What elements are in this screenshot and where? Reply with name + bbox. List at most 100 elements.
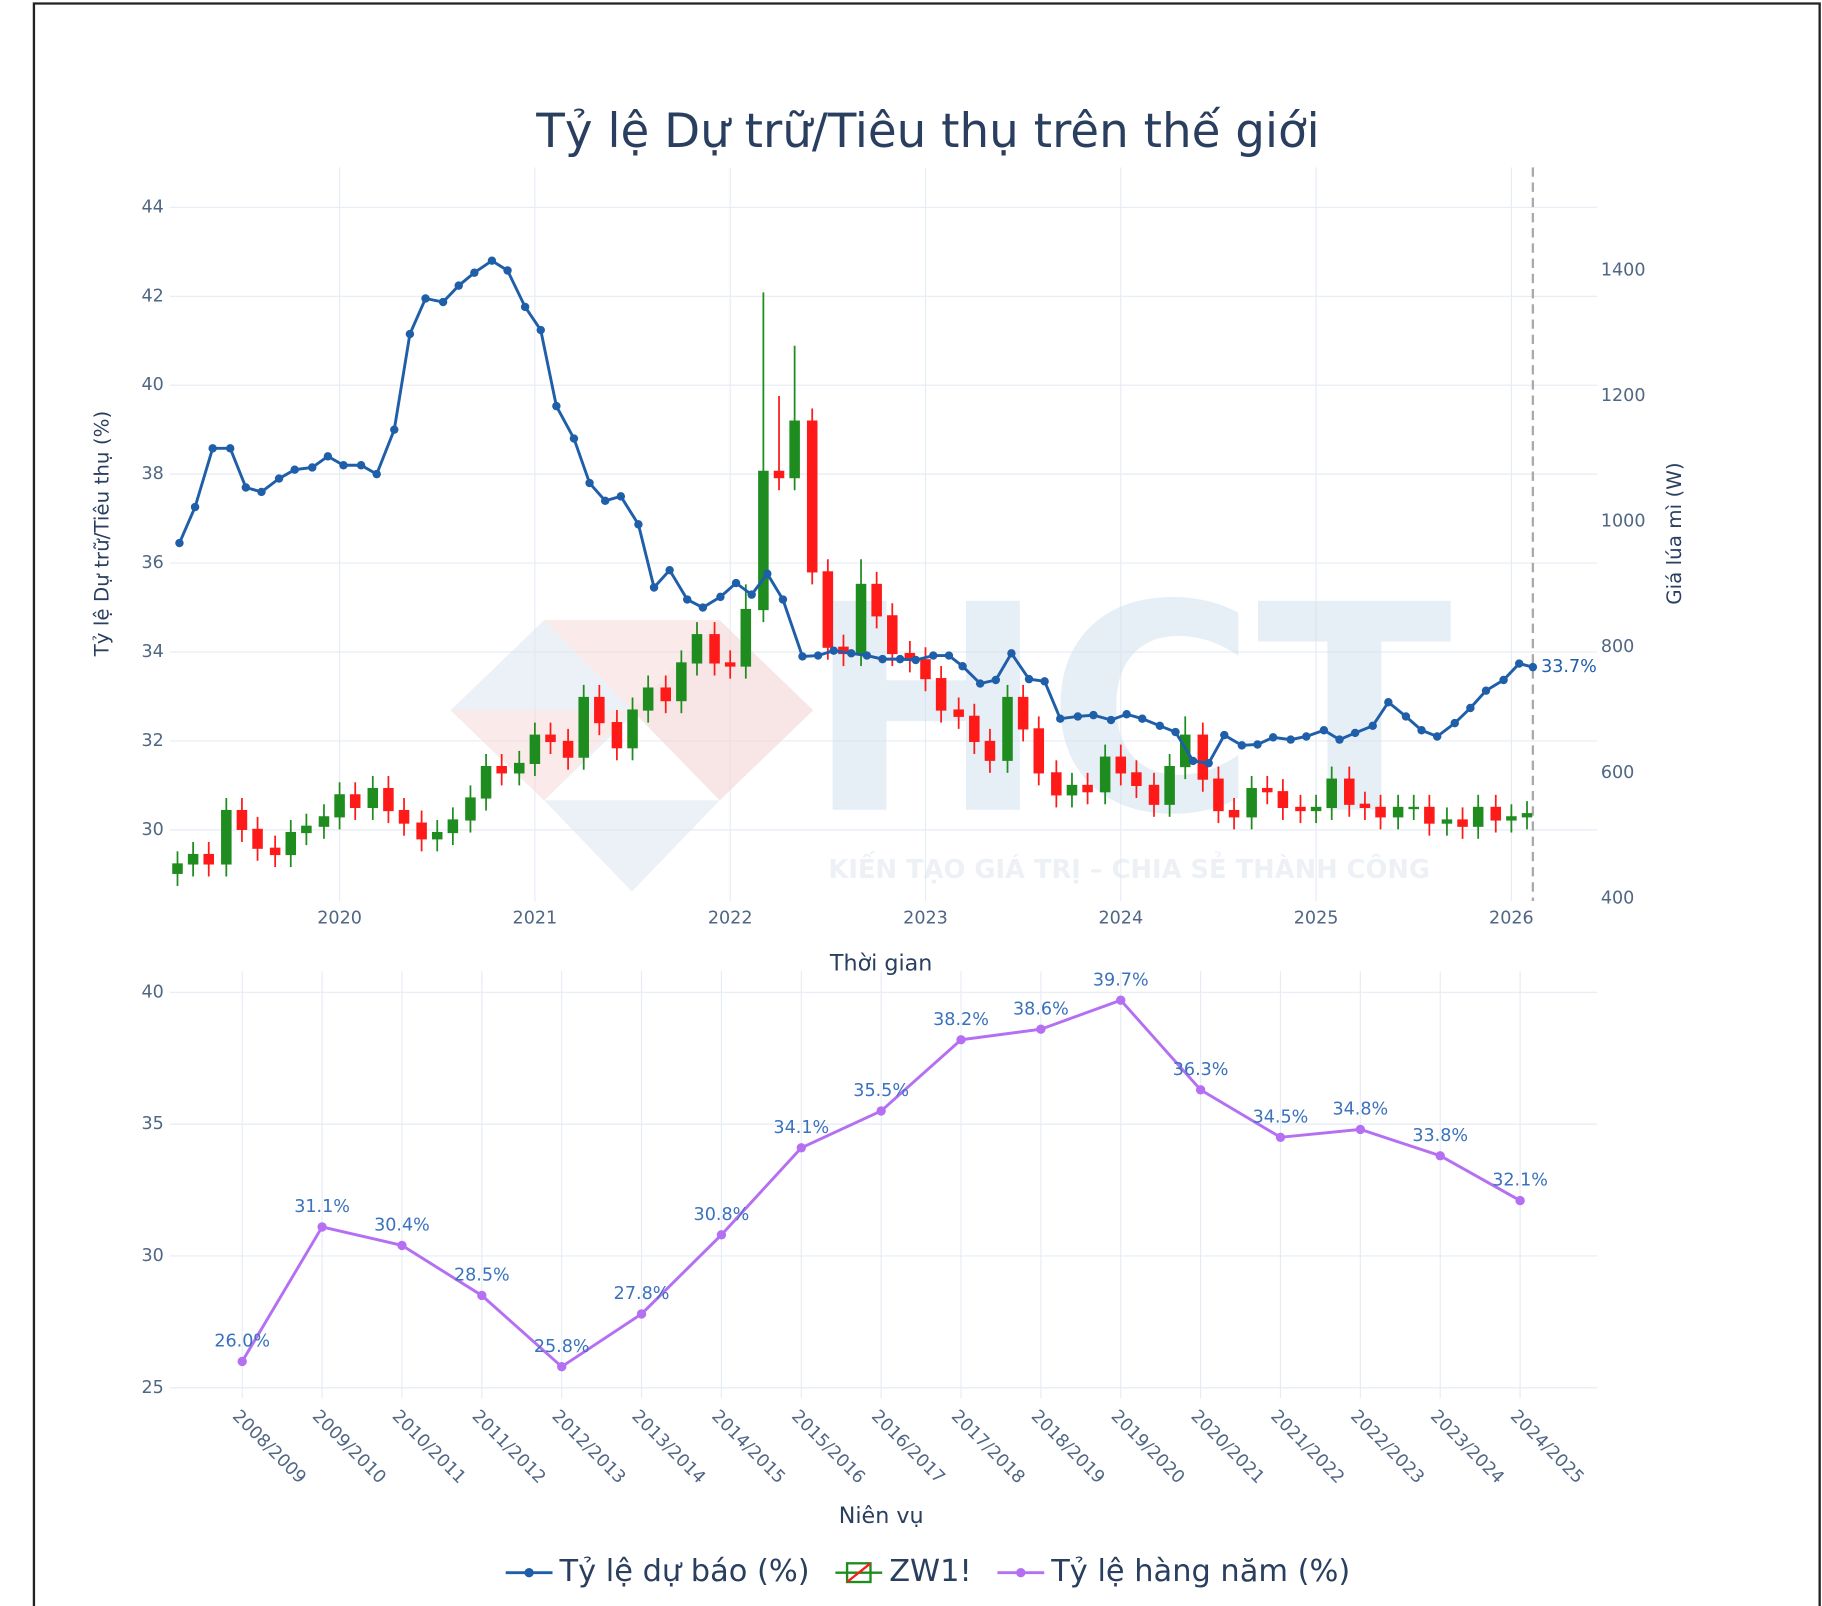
annual-point (477, 1290, 487, 1301)
candle-body (887, 615, 898, 655)
forecast-point (731, 578, 741, 588)
x-tick-label: 2026 (1489, 909, 1534, 929)
annual-point (1515, 1195, 1525, 1206)
forecast-point (944, 651, 954, 660)
candle-body (855, 583, 867, 655)
annual-point (796, 1143, 806, 1153)
forecast-point (929, 651, 938, 660)
candle-body (660, 687, 672, 702)
forecast-point (862, 651, 872, 660)
y-tick-label: 42 (141, 286, 163, 306)
candle-body (1164, 765, 1175, 805)
forecast-point (175, 538, 184, 548)
forecast-point (1220, 730, 1229, 740)
candle-body (1213, 778, 1224, 812)
y-tick-label: 44 (141, 197, 163, 217)
forecast-point (323, 452, 333, 461)
forecast-point (778, 595, 788, 604)
candle-body (367, 787, 379, 808)
candle-body (1392, 806, 1404, 818)
candle-body (1441, 819, 1453, 824)
logo-shape (544, 620, 720, 711)
candle-body (611, 722, 623, 749)
data-label: 35.5% (853, 1081, 909, 1101)
grid-layer (169, 167, 1598, 1399)
candle-body (465, 797, 476, 821)
forecast-point (649, 583, 659, 592)
candle-body (1344, 778, 1355, 805)
y-tick-label: 30 (141, 1246, 163, 1266)
forecast-point (1514, 659, 1524, 668)
candle-body (1521, 813, 1533, 818)
forecast-point (1056, 714, 1065, 723)
candle-body (221, 809, 232, 865)
forecast-point (798, 652, 807, 661)
annual-point (1116, 995, 1126, 1005)
data-label: 30.8% (694, 1205, 750, 1225)
candle-body (758, 470, 769, 611)
annual-point (1435, 1151, 1445, 1161)
forecast-point (747, 590, 756, 599)
candle-body (447, 819, 459, 834)
candle-body (480, 765, 492, 799)
data-label: 33.8% (1412, 1126, 1468, 1146)
annual-point (1195, 1085, 1206, 1095)
forecast-point (1007, 649, 1016, 658)
forecast-point (190, 502, 200, 512)
candle-body (172, 863, 183, 874)
data-label: 30.4% (374, 1215, 430, 1235)
legend-icon (845, 1562, 872, 1584)
forecast-point (1528, 662, 1538, 672)
legend-label: Tỷ lệ dự báo (%) (559, 1554, 810, 1589)
forecast-point (911, 655, 920, 665)
candle-body (642, 687, 654, 711)
forecast-point (1138, 714, 1147, 723)
forecast-point (813, 651, 823, 660)
watermark: HCT KIẾN TẠO GIÁ TRỊ – CHIA SẺ THÀNH CÔN… (450, 544, 1454, 892)
candle-body (1457, 819, 1468, 827)
forecast-point (274, 474, 284, 483)
annual-point (1036, 1024, 1046, 1034)
candle-body (709, 634, 720, 664)
x-tick-label: 2021 (513, 909, 558, 929)
candle-body (318, 816, 330, 827)
legend-icon (846, 1562, 872, 1583)
candle-body (236, 809, 248, 830)
candle-body (545, 734, 556, 743)
candle-body (1408, 806, 1420, 810)
forecast-point (683, 595, 692, 604)
data-label: 33.7% (1541, 657, 1597, 677)
legend-item[interactable]: Tỷ lệ dự báo (%) (505, 1554, 810, 1589)
forecast-point (716, 592, 725, 602)
candle-body (806, 420, 818, 573)
x-axis-title: Niên vụ (839, 1503, 924, 1529)
annual-point (237, 1356, 247, 1367)
forecast-point (1237, 741, 1247, 750)
forecast-point (339, 461, 348, 470)
forecast-point (487, 256, 497, 265)
x-tick-label: 2024 (1098, 909, 1143, 929)
forecast-point (226, 444, 235, 453)
y2-tick-label: 1000 (1601, 512, 1646, 532)
forecast-point (1268, 733, 1278, 742)
y-tick-label: 40 (141, 982, 163, 1002)
legend-item[interactable]: Tỷ lệ hàng năm (%) (997, 1554, 1350, 1589)
forecast-point (847, 649, 856, 658)
annual-point (716, 1230, 727, 1240)
y2-tick-label: 1400 (1601, 260, 1646, 280)
candle-body (1228, 809, 1240, 818)
forecast-point (1122, 710, 1131, 719)
forecast-point (1204, 758, 1213, 768)
forecast-point (1401, 712, 1411, 721)
forecast-point (438, 297, 448, 307)
forecast-point (975, 679, 985, 688)
candle-body (773, 470, 785, 479)
forecast-point (470, 268, 479, 277)
forecast-point (536, 325, 545, 335)
candle-body (822, 571, 834, 648)
forecast-point (1450, 718, 1459, 728)
candle-body (1246, 787, 1257, 818)
legend-item[interactable]: ZW1! (835, 1554, 972, 1589)
